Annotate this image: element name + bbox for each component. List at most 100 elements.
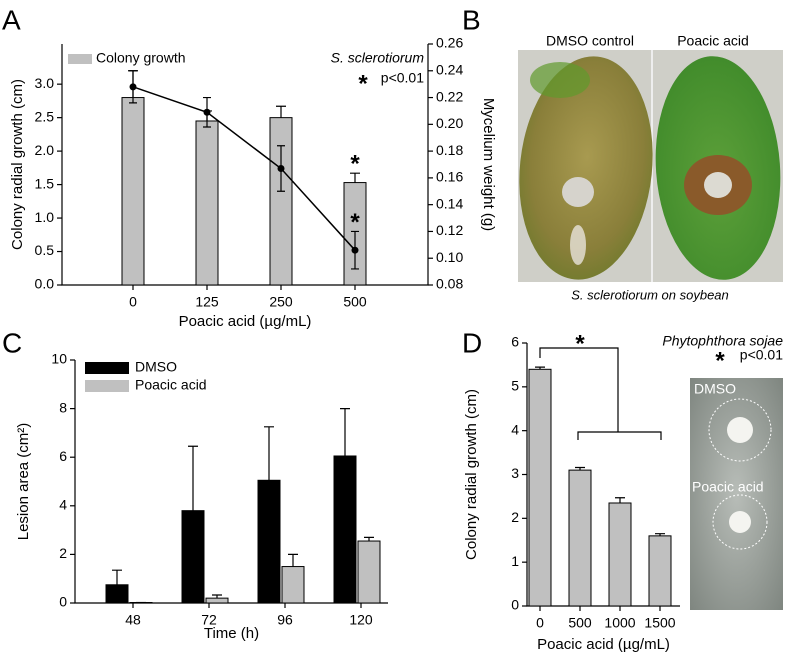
y-tick-label: 2 [511,509,519,525]
y-tick-label: 0 [59,594,67,610]
x-tick-label: 48 [125,612,141,628]
x-tick-label: 0 [129,294,137,310]
y2-tick-label: 0.22 [436,88,463,104]
lesion-plug [562,177,594,207]
star: * [350,209,360,236]
y-tick-label: 6 [59,448,67,464]
point [129,83,137,91]
photo-label: Poacic acid [677,33,749,49]
bar [269,117,293,286]
y-tick-label: 0.0 [35,276,55,292]
error-bar [340,408,350,456]
colony [729,511,751,533]
colony [727,417,753,443]
significance: p<0.01 [740,347,783,363]
star: * [358,70,368,97]
x-tick-label: 96 [277,612,293,628]
x-tick-label: 120 [349,612,373,628]
y-tick-label: 5 [511,378,519,394]
x-axis-title: Poacic acid (µg/mL) [537,636,670,653]
y-tick-label: 4 [59,497,67,513]
bar [608,502,632,607]
y2-tick-label: 0.16 [436,169,463,185]
legend-swatch [85,362,129,374]
x-tick-label: 500 [568,615,592,631]
x-axis-title: Poacic acid (µg/mL) [179,313,312,330]
bar [357,540,381,604]
y2-tick-label: 0.10 [436,249,463,265]
y-tick-label: 10 [51,351,67,367]
error-bar [288,553,298,567]
axis-line [61,44,429,286]
photo-caption: S. sclerotiorum on soybean [571,287,729,302]
bar [568,469,592,607]
panel-label: D [462,327,482,358]
y-tick-label: 1.0 [35,209,55,225]
panel-label: B [462,4,481,35]
bar [105,584,129,604]
y-tick-label: 8 [59,399,67,415]
y2-tick-label: 0.12 [436,222,463,238]
x-tick-label: 0 [536,615,544,631]
y2-axis-title: Mycelium weight (g) [480,98,497,231]
y2-tick-label: 0.24 [436,61,463,77]
error-bar [212,594,222,599]
y2-tick-label: 0.14 [436,195,463,211]
error-bar [364,536,374,542]
error-bar [575,466,585,471]
y-axis-title: Lesion area (cm²) [15,423,32,541]
leaf-dmso [519,56,653,280]
x-axis-title: Time (h) [204,625,259,642]
star: * [575,330,585,357]
bar [648,535,672,607]
star: * [350,151,360,178]
y2-tick-label: 0.18 [436,142,463,158]
legend-label: Poacic acid [135,377,207,393]
leaf-tip [530,62,590,98]
error-bar [350,172,360,183]
colony-outline [712,494,768,550]
point [351,246,359,254]
leaf-photo [518,50,783,282]
x-tick-label: 1000 [604,615,635,631]
bar [205,597,229,604]
line [132,86,356,251]
x-tick-label: 250 [269,294,293,310]
y2-tick-label: 0.08 [436,276,463,292]
plate-label: DMSO [694,381,736,397]
y2-tick-label: 0.20 [436,115,463,131]
bar [257,479,281,604]
y-tick-label: 4 [511,421,519,437]
point [277,165,285,173]
x-tick-label: 125 [195,294,219,310]
star: * [715,347,725,374]
colony-outline [708,398,772,462]
error-bar [535,366,545,370]
point [203,108,211,116]
y-axis-title: Colony radial growth (cm) [463,389,480,560]
significance: p<0.01 [381,70,424,86]
legend-label: DMSO [135,359,177,375]
mycelium [570,225,586,265]
species: Phytophthora sojae [662,333,783,349]
y2-tick-label: 0.26 [436,35,463,51]
x-tick-label: 500 [343,294,367,310]
species: S. sclerotiorum [331,50,425,66]
legend-label: Colony growth [96,50,186,66]
legend-swatch [85,380,129,392]
panel-label: C [2,327,22,358]
bar [121,97,145,286]
y-tick-label: 2.5 [35,108,55,124]
y-tick-label: 0 [511,597,519,613]
y-tick-label: 1 [511,553,519,569]
error-bar [615,497,625,503]
x-tick-label: 1500 [644,615,675,631]
plate-label: Poacic acid [692,479,764,495]
error-bar [276,105,286,118]
y-tick-label: 1.5 [35,175,55,191]
bar [528,368,552,607]
error-bar [188,445,198,511]
bar [333,455,357,604]
legend-swatch [68,54,92,64]
